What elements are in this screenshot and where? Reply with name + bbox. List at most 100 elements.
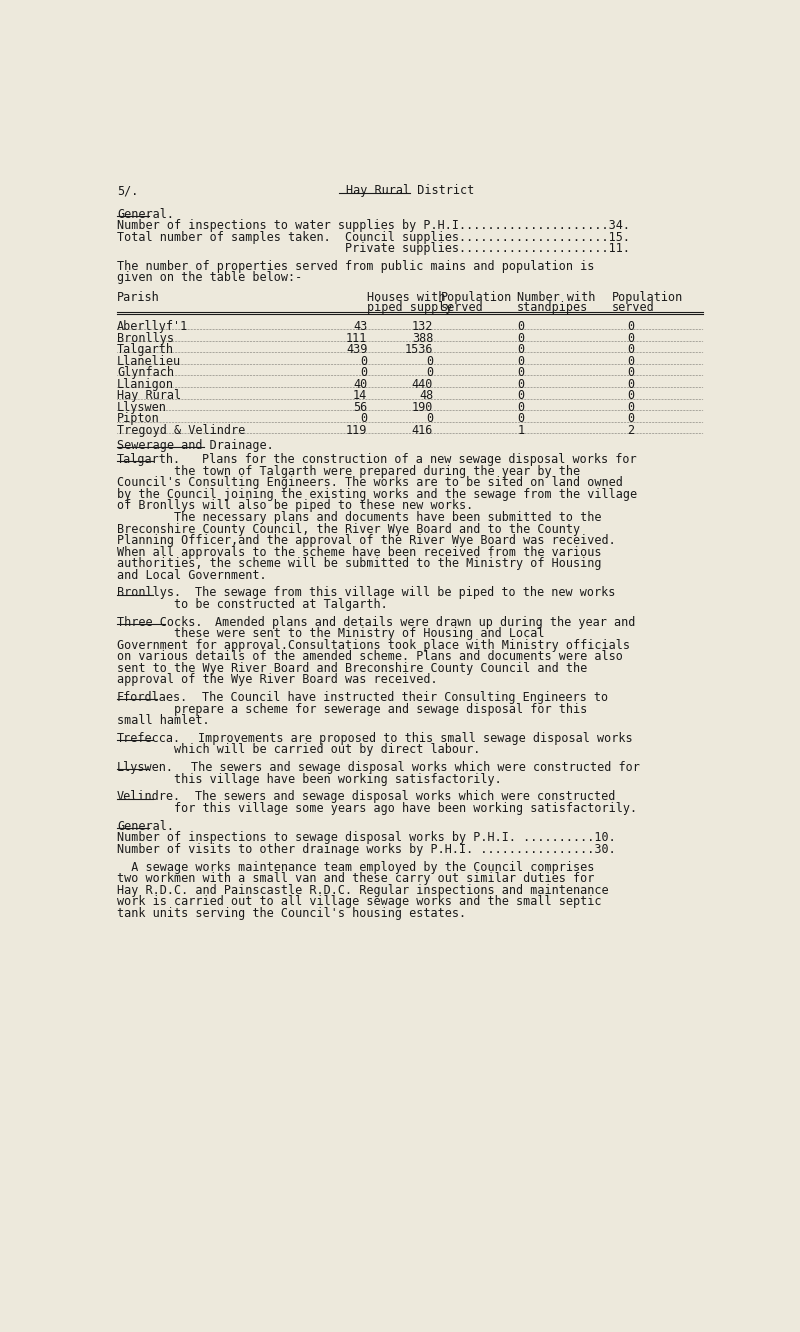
Text: The number of properties served from public mains and population is: The number of properties served from pub… (117, 260, 594, 273)
Text: 0: 0 (426, 354, 434, 368)
Text: 0: 0 (628, 378, 634, 390)
Text: this village have been working satisfactorily.: this village have been working satisfact… (117, 773, 502, 786)
Text: 0: 0 (628, 320, 634, 333)
Text: 0: 0 (628, 366, 634, 380)
Text: 0: 0 (628, 401, 634, 414)
Text: Council's Consulting Engineers. The works are to be sited on land owned: Council's Consulting Engineers. The work… (117, 477, 623, 489)
Text: 119: 119 (346, 424, 367, 437)
Text: 0: 0 (426, 366, 434, 380)
Text: to be constructed at Talgarth.: to be constructed at Talgarth. (117, 598, 388, 611)
Text: 0: 0 (518, 366, 525, 380)
Text: 5/.: 5/. (117, 184, 138, 197)
Text: 111: 111 (346, 332, 367, 345)
Text: 0: 0 (426, 413, 434, 425)
Text: 0: 0 (518, 413, 525, 425)
Text: General.: General. (117, 208, 174, 221)
Text: 132: 132 (412, 320, 434, 333)
Text: 0: 0 (518, 320, 525, 333)
Text: 388: 388 (412, 332, 434, 345)
Text: When all approvals to the scheme have been received from the various: When all approvals to the scheme have be… (117, 546, 602, 558)
Text: Glynfach: Glynfach (117, 366, 174, 380)
Text: 1536: 1536 (405, 344, 434, 356)
Text: for this village some years ago have been working satisfactorily.: for this village some years ago have bee… (117, 802, 637, 815)
Text: 56: 56 (353, 401, 367, 414)
Text: 0: 0 (628, 332, 634, 345)
Text: Parish: Parish (117, 290, 160, 304)
Text: 0: 0 (628, 389, 634, 402)
Text: Population: Population (611, 290, 682, 304)
Text: Hay Rural: Hay Rural (117, 389, 181, 402)
Text: tank units serving the Council's housing estates.: tank units serving the Council's housing… (117, 907, 466, 919)
Text: given on the table below:-: given on the table below:- (117, 272, 302, 285)
Text: 43: 43 (353, 320, 367, 333)
Text: Ffordlaes.: Ffordlaes. (117, 691, 188, 705)
Text: 416: 416 (412, 424, 434, 437)
Text: served: served (441, 301, 484, 314)
Text: 0: 0 (518, 344, 525, 356)
Text: 0: 0 (360, 413, 367, 425)
Text: 0: 0 (628, 344, 634, 356)
Text: Total number of samples taken.  Council supplies.....................15.: Total number of samples taken. Council s… (117, 230, 630, 244)
Text: small hamlet.: small hamlet. (117, 714, 210, 727)
Text: 0: 0 (518, 401, 525, 414)
Text: Number of inspections to sewage disposal works by P.H.I. ..........10.: Number of inspections to sewage disposal… (117, 831, 616, 844)
Text: Three Cocks.: Three Cocks. (117, 615, 202, 629)
Text: served: served (611, 301, 654, 314)
Text: Government for approval.Consultations took place with Ministry officials: Government for approval.Consultations to… (117, 639, 630, 651)
Text: Amended plans and details were drawn up during the year and: Amended plans and details were drawn up … (214, 615, 635, 629)
Text: Llanelieu: Llanelieu (117, 354, 181, 368)
Text: piped supply: piped supply (367, 301, 453, 314)
Text: 439: 439 (346, 344, 367, 356)
Text: the town of Talgarth were prepared during the year by the: the town of Talgarth were prepared durin… (117, 465, 580, 478)
Text: 0: 0 (518, 332, 525, 345)
Text: by the Council joining the existing works and the sewage from the village: by the Council joining the existing work… (117, 488, 637, 501)
Text: two workmen with a small van and these carry out similar duties for: two workmen with a small van and these c… (117, 872, 594, 884)
Text: Talgarth: Talgarth (117, 344, 174, 356)
Text: authorities, the scheme will be submitted to the Ministry of Housing: authorities, the scheme will be submitte… (117, 557, 602, 570)
Text: The Council have instructed their Consulting Engineers to: The Council have instructed their Consul… (202, 691, 609, 705)
Text: on various details of the amended scheme. Plans and documents were also: on various details of the amended scheme… (117, 650, 623, 663)
Text: The sewers and sewage disposal works which were constructed for: The sewers and sewage disposal works whi… (191, 761, 640, 774)
Text: 0: 0 (360, 366, 367, 380)
Text: 2: 2 (628, 424, 634, 437)
Text: Talgarth.: Talgarth. (117, 453, 181, 466)
Text: and Local Government.: and Local Government. (117, 569, 266, 582)
Text: 0: 0 (360, 354, 367, 368)
Text: 0: 0 (518, 378, 525, 390)
Text: 48: 48 (419, 389, 434, 402)
Text: Bronllys.: Bronllys. (117, 586, 181, 599)
Text: Improvements are proposed to this small sewage disposal works: Improvements are proposed to this small … (198, 733, 632, 745)
Text: 0: 0 (518, 389, 525, 402)
Text: Sewerage and Drainage.: Sewerage and Drainage. (117, 438, 274, 452)
Text: 14: 14 (353, 389, 367, 402)
Text: Bronllys: Bronllys (117, 332, 174, 345)
Text: Plans for the construction of a new sewage disposal works for: Plans for the construction of a new sewa… (202, 453, 637, 466)
Text: work is carried out to all village sewage works and the small septic: work is carried out to all village sewag… (117, 895, 602, 908)
Text: A sewage works maintenance team employed by the Council comprises: A sewage works maintenance team employed… (117, 860, 594, 874)
Text: Llyswen.: Llyswen. (117, 761, 174, 774)
Text: The sewers and sewage disposal works which were constructed: The sewers and sewage disposal works whi… (194, 790, 615, 803)
Text: Planning Officer,and the approval of the River Wye Board was received.: Planning Officer,and the approval of the… (117, 534, 616, 547)
Text: 440: 440 (412, 378, 434, 390)
Text: Number with: Number with (517, 290, 595, 304)
Text: Number of inspections to water supplies by P.H.I.....................34.: Number of inspections to water supplies … (117, 220, 630, 232)
Text: Tregoyd & Velindre: Tregoyd & Velindre (117, 424, 246, 437)
Text: sent to the Wye River Board and Breconshire County Council and the: sent to the Wye River Board and Breconsh… (117, 662, 587, 675)
Text: approval of the Wye River Board was received.: approval of the Wye River Board was rece… (117, 674, 438, 686)
Text: The sewage from this village will be piped to the new works: The sewage from this village will be pip… (194, 586, 615, 599)
Text: prepare a scheme for sewerage and sewage disposal for this: prepare a scheme for sewerage and sewage… (117, 703, 587, 715)
Text: of Bronllys will also be piped to these new works.: of Bronllys will also be piped to these … (117, 500, 474, 513)
Text: 1: 1 (518, 424, 525, 437)
Text: Velindre.: Velindre. (117, 790, 181, 803)
Text: Number of visits to other drainage works by P.H.I. ................30.: Number of visits to other drainage works… (117, 843, 616, 856)
Text: 190: 190 (412, 401, 434, 414)
Text: Hay Rural District: Hay Rural District (346, 184, 474, 197)
Text: Pipton: Pipton (117, 413, 160, 425)
Text: 0: 0 (518, 354, 525, 368)
Text: Llyswen: Llyswen (117, 401, 167, 414)
Text: Private supplies.....................11.: Private supplies.....................11. (117, 242, 630, 256)
Text: The necessary plans and documents have been submitted to the: The necessary plans and documents have b… (117, 511, 602, 523)
Text: 40: 40 (353, 378, 367, 390)
Text: 0: 0 (628, 413, 634, 425)
Text: Trefecca.: Trefecca. (117, 733, 181, 745)
